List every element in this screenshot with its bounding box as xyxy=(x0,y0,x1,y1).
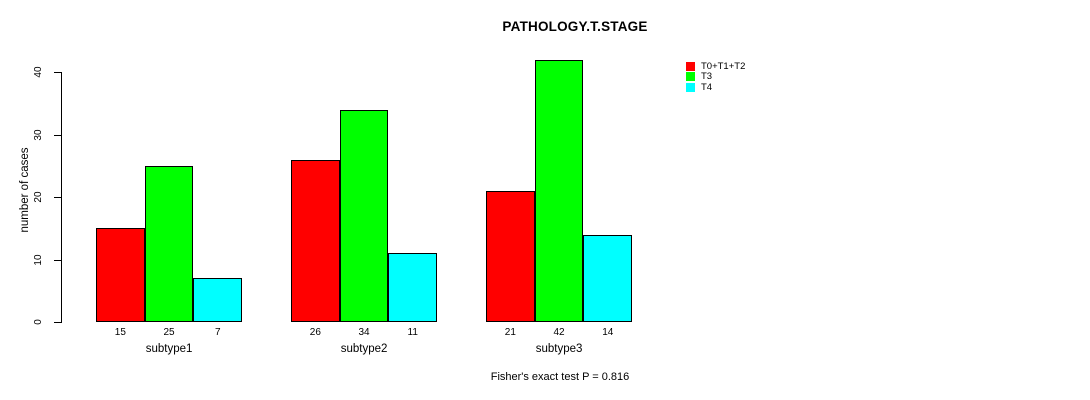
bar-value-label: 26 xyxy=(309,327,321,338)
legend-label: T4 xyxy=(701,81,713,93)
y-axis-line xyxy=(61,72,62,323)
category-label: subtype2 xyxy=(340,343,388,355)
y-tick xyxy=(54,322,61,323)
y-tick xyxy=(54,197,61,199)
category-label: subtype3 xyxy=(535,343,583,355)
y-tick-label: 20 xyxy=(33,191,44,203)
category-label: subtype1 xyxy=(145,343,193,355)
legend-label: T3 xyxy=(701,71,713,83)
legend: T0+T1+T2 T3 T4 xyxy=(686,62,745,93)
bar xyxy=(534,59,584,322)
y-tick-label: 40 xyxy=(33,66,44,78)
bar-value-label: 11 xyxy=(407,327,418,338)
legend-item: T0+T1+T2 xyxy=(686,62,745,71)
y-tick xyxy=(54,259,61,261)
legend-swatch xyxy=(686,62,695,71)
y-axis-label: number of cases xyxy=(19,147,31,233)
bar xyxy=(193,278,243,322)
bar-value-label: 34 xyxy=(358,327,370,338)
y-tick xyxy=(54,72,61,74)
bar xyxy=(144,166,194,322)
bar xyxy=(339,109,389,322)
bar xyxy=(486,190,535,322)
legend-item: T4 xyxy=(686,83,745,92)
y-tick xyxy=(54,134,61,136)
legend-swatch xyxy=(686,82,695,92)
bar-value-label: 42 xyxy=(553,327,565,338)
bar-value-label: 15 xyxy=(114,327,126,338)
legend-label: T0+T1+T2 xyxy=(701,61,746,72)
y-tick-label: 30 xyxy=(33,129,44,141)
bar xyxy=(291,159,340,322)
legend-swatch xyxy=(686,72,695,82)
bar-value-label: 7 xyxy=(214,327,221,338)
chart-title: PATHOLOGY.T.STAGE xyxy=(502,19,648,34)
y-tick-label: 10 xyxy=(33,254,44,266)
bar xyxy=(583,234,633,322)
bar xyxy=(388,253,438,322)
bar-value-label: 25 xyxy=(163,327,175,338)
legend-item: T3 xyxy=(686,71,745,83)
bar-value-label: 14 xyxy=(602,327,614,338)
bar xyxy=(96,228,145,322)
y-tick-label: 0 xyxy=(33,319,44,325)
bar-value-label: 21 xyxy=(504,327,516,338)
annotation-text: Fisher's exact test P = 0.816 xyxy=(490,371,630,383)
